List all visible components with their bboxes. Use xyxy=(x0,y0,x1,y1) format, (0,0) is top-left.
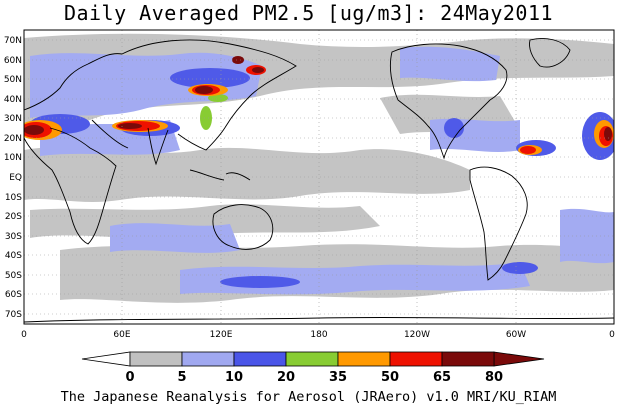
colorbar-label: 65 xyxy=(433,370,451,385)
lat-tick: 40S xyxy=(5,251,22,261)
colorbar-label: 5 xyxy=(177,370,186,385)
lon-tick: 180 xyxy=(310,330,327,340)
lat-tick: 30N xyxy=(4,114,22,124)
lon-tick: 60E xyxy=(113,330,130,340)
colorbar-swatch xyxy=(337,351,391,367)
lon-tick: 60W xyxy=(506,330,526,340)
source-credit: The Japanese Reanalysis for Aerosol (JRA… xyxy=(60,389,557,405)
colorbar-low-triangle xyxy=(81,351,131,367)
graticule xyxy=(24,30,614,324)
lat-tick: 10N xyxy=(4,153,22,163)
colorbar-swatch xyxy=(181,351,235,367)
colorbar-label: 10 xyxy=(225,370,243,385)
coastlines xyxy=(24,38,614,323)
colorbar-label: 20 xyxy=(277,370,295,385)
lat-tick: 10S xyxy=(5,193,22,203)
colorbar-swatch xyxy=(285,351,339,367)
lat-tick: 20N xyxy=(4,134,22,144)
map-title: Daily Averaged PM2.5 [ug/m3]: 24May2011 xyxy=(63,1,554,25)
lat-axis: 70N 60N 50N 40N 30N 20N 10N EQ 10S 20S 3… xyxy=(4,36,22,320)
lon-axis: 0 60E 120E 180 120W 60W 0 xyxy=(21,330,615,340)
map-frame xyxy=(23,29,615,325)
colorbar-swatch xyxy=(129,351,183,367)
lat-tick: 70N xyxy=(4,36,22,46)
colorbar-swatch xyxy=(389,351,443,367)
lat-tick: EQ xyxy=(9,173,22,183)
colorbar-high-triangle xyxy=(493,351,545,367)
lat-tick: 30S xyxy=(5,232,22,242)
lat-tick: 60N xyxy=(4,56,22,66)
colorbar: 0 5 10 20 35 50 65 80 xyxy=(81,351,545,385)
colorbar-label: 80 xyxy=(485,370,503,385)
colorbar-swatch xyxy=(441,351,495,367)
lat-tick: 20S xyxy=(5,212,22,222)
colorbar-swatch xyxy=(233,351,287,367)
lon-tick: 120E xyxy=(210,330,233,340)
colorbar-label: 50 xyxy=(381,370,399,385)
lat-tick: 40N xyxy=(4,95,22,105)
lat-tick: 50N xyxy=(4,75,22,85)
lon-tick: 0 xyxy=(21,330,27,340)
colorbar-label: 0 xyxy=(125,370,134,385)
lon-tick: 0 xyxy=(609,330,615,340)
lat-tick: 60S xyxy=(5,290,22,300)
lat-tick: 50S xyxy=(5,271,22,281)
lon-tick: 120W xyxy=(404,330,430,340)
lat-tick: 70S xyxy=(5,310,22,320)
colorbar-label: 35 xyxy=(329,370,347,385)
concentration-field xyxy=(24,30,614,324)
